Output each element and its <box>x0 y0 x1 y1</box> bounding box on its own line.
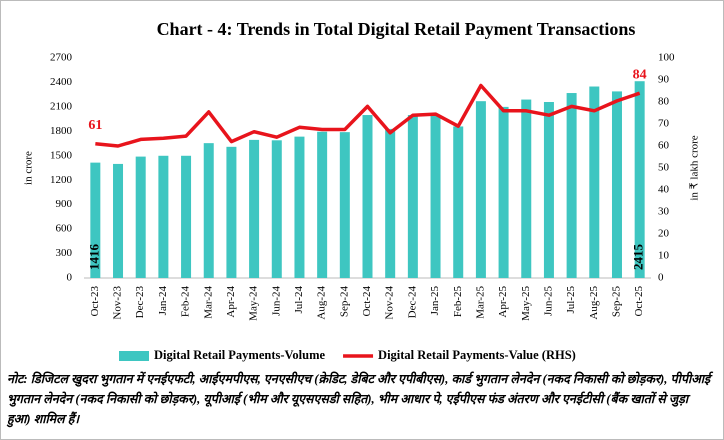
y2-tick-label: 30 <box>658 206 670 218</box>
y2-tick-label: 80 <box>658 96 670 108</box>
bar-value-label: 2415 <box>631 244 646 271</box>
y2-tick-label: 60 <box>658 140 670 152</box>
x-tick-label: Oct-25 <box>633 286 645 317</box>
legend-label: Digital Retail Payments-Volume <box>154 348 325 362</box>
bar <box>611 91 622 278</box>
bar <box>362 115 373 278</box>
bar <box>543 102 554 278</box>
x-tick-label: Dec-24 <box>406 286 418 319</box>
bar <box>385 128 396 278</box>
x-tick-label: Nov-24 <box>384 286 396 320</box>
x-tick-label: Jun-24 <box>270 286 282 316</box>
y2-tick-label: 0 <box>658 272 664 284</box>
x-tick-label: Mar-25 <box>474 286 486 319</box>
x-tick-label: Jan-25 <box>429 286 441 316</box>
x-tick-label: Jul-24 <box>293 286 305 314</box>
bar <box>317 131 328 278</box>
x-tick-label: Mar-24 <box>202 286 214 319</box>
x-tick-label: Aug-24 <box>316 286 328 320</box>
bar <box>135 156 146 278</box>
x-tick-label: Feb-24 <box>180 286 192 318</box>
x-tick-label: Aug-25 <box>588 286 600 320</box>
bar <box>589 86 600 278</box>
y2-axis-label: in ₹ lakh crore <box>689 135 701 200</box>
bar <box>430 115 441 278</box>
y-tick-label: 2100 <box>50 100 73 112</box>
legend-label: Digital Retail Payments-Value (RHS) <box>378 348 576 362</box>
y2-tick-label: 90 <box>658 74 670 86</box>
y-tick-label: 1800 <box>50 125 73 137</box>
bar <box>90 162 101 278</box>
line <box>95 83 641 148</box>
x-tick-label: Nov-23 <box>112 286 124 320</box>
x-tick-label: Jan-24 <box>157 286 169 316</box>
bar <box>566 93 577 278</box>
x-tick-label: Oct-24 <box>361 286 373 317</box>
line-value-label: 61 <box>88 118 102 133</box>
x-tick-label: Oct-23 <box>89 286 101 317</box>
bar <box>181 155 192 278</box>
legend-swatch <box>119 351 149 361</box>
bar <box>475 101 486 279</box>
x-tick-label: Jul-25 <box>565 286 577 314</box>
y2-tick-label: 100 <box>658 52 675 64</box>
y-tick-label: 2400 <box>50 76 73 88</box>
y-axis-label: in crore <box>23 151 35 185</box>
x-tick-label: Apr-25 <box>497 286 509 318</box>
x-tick-label: Apr-24 <box>225 286 237 318</box>
bar <box>113 163 124 278</box>
x-tick-label: Dec-23 <box>134 286 146 319</box>
y-tick-label: 300 <box>56 247 73 259</box>
y2-tick-label: 40 <box>658 184 670 196</box>
bar <box>521 99 532 278</box>
bar <box>249 139 260 278</box>
y-tick-label: 1500 <box>50 149 73 161</box>
chart-title: Chart - 4: Trends in Total Digital Retai… <box>157 19 636 39</box>
x-tick-label: Feb-25 <box>452 286 464 318</box>
bar <box>158 155 169 278</box>
y-tick-label: 2700 <box>50 52 73 64</box>
bar-value-label: 1416 <box>86 244 101 271</box>
bar <box>498 106 509 278</box>
bar <box>407 115 418 278</box>
y2-tick-label: 10 <box>658 250 670 262</box>
note: नोट: डिजिटल खुदरा भुगतान में एनईएफटी, आई… <box>7 372 711 426</box>
bar <box>226 146 237 278</box>
bar <box>271 140 282 278</box>
y-tick-label: 0 <box>67 272 73 284</box>
bar <box>294 136 305 278</box>
bar <box>453 126 464 278</box>
x-tick-label: May-25 <box>520 286 532 321</box>
y2-tick-label: 20 <box>658 228 670 240</box>
bar <box>339 132 350 278</box>
y-tick-label: 900 <box>56 198 73 210</box>
y2-tick-label: 70 <box>658 118 670 130</box>
line-value-label: 84 <box>633 67 647 82</box>
bar <box>203 143 214 278</box>
x-tick-label: Jun-25 <box>542 286 554 316</box>
y-tick-label: 600 <box>56 223 73 235</box>
x-tick-label: Sep-24 <box>338 286 350 318</box>
y-tick-label: 1200 <box>50 174 73 186</box>
x-tick-label: Sep-25 <box>611 286 623 318</box>
x-tick-label: May-24 <box>248 286 260 321</box>
y2-tick-label: 50 <box>658 162 670 174</box>
bar <box>634 81 645 278</box>
